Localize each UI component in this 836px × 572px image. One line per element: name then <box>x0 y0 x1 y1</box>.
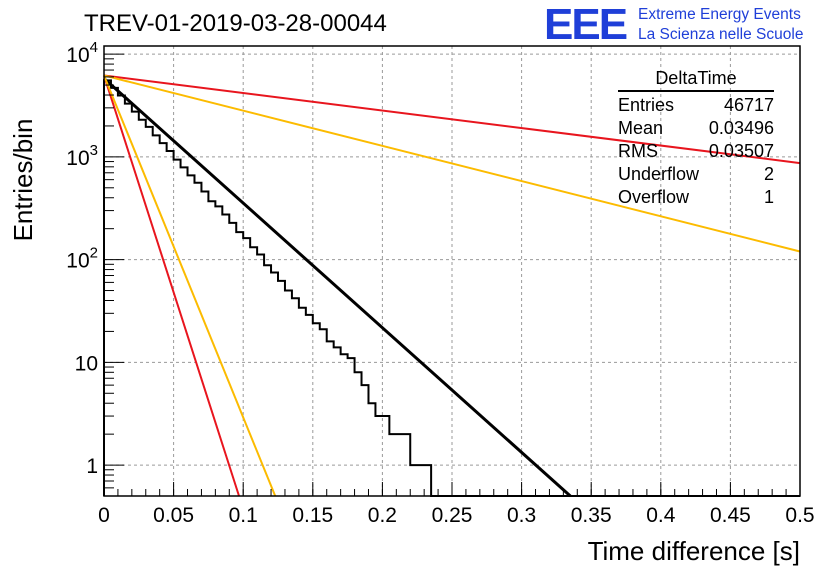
logo-mark: EEE <box>544 0 628 49</box>
y-tick-label: 102 <box>66 245 98 273</box>
stats-value: 1 <box>763 187 774 207</box>
stats-label: Overflow <box>618 187 690 207</box>
logo-line1: Extreme Energy Events <box>638 6 801 23</box>
x-tick-label: 0 <box>98 504 110 527</box>
stats-value: 2 <box>763 164 774 184</box>
x-tick-label: 0.15 <box>292 504 333 527</box>
x-tick-label: 0.35 <box>571 504 612 527</box>
stats-row-rms: RMS 0.03507 <box>612 140 780 163</box>
series-line-0 <box>102 77 572 498</box>
chart-title: TREV-01-2019-03-28-00044 <box>84 10 387 37</box>
x-tick-label: 0.45 <box>710 504 751 527</box>
grid-lines <box>104 46 800 496</box>
stats-label: Mean <box>618 118 664 138</box>
y-tick-label: 104 <box>66 39 98 67</box>
x-tick-labels: 0 0.05 0.1 0.15 0.2 0.25 0.3 0.35 0.4 0.45 0.5 <box>98 504 814 527</box>
x-tick-label: 0.25 <box>432 504 473 527</box>
stats-value: 46717 <box>723 95 774 115</box>
y-tick-labels: 1 10 102 103 104 <box>66 39 98 478</box>
x-tick-label: 0.4 <box>646 504 676 527</box>
stats-value: 0.03496 <box>708 118 774 138</box>
x-tick-label: 0.5 <box>785 504 814 527</box>
y-tick-label: 103 <box>66 142 98 170</box>
stats-label: Underflow <box>618 164 700 184</box>
stats-value: 0.03507 <box>708 141 774 161</box>
axis-ticks <box>103 53 801 497</box>
series-line-1 <box>103 74 801 165</box>
y-axis-title: Entries/bin <box>8 119 38 242</box>
series-line-3 <box>103 75 240 497</box>
series-line-2 <box>103 74 801 253</box>
stats-row-overflow: Overflow 1 <box>612 186 780 209</box>
x-axis-title: Time difference [s] <box>588 536 800 566</box>
stats-row-underflow: Underflow 2 <box>612 163 780 186</box>
x-tick-label: 0.2 <box>368 504 397 527</box>
stats-label: RMS <box>618 141 658 161</box>
x-tick-label: 0.3 <box>507 504 536 527</box>
series-line-4 <box>103 75 277 497</box>
logo-line2: La Scienza nelle Scuole <box>638 26 804 43</box>
fit-lines <box>102 74 801 498</box>
x-tick-label: 0.1 <box>229 504 258 527</box>
y-tick-label: 1 <box>86 455 98 478</box>
y-tick-label: 10 <box>75 352 98 375</box>
stats-row-mean: Mean 0.03496 <box>612 117 780 140</box>
stats-title: DeltaTime <box>618 68 774 92</box>
stats-label: Entries <box>618 95 675 115</box>
eee-logo: EEE Extreme Energy Events La Scienza nel… <box>544 0 834 49</box>
x-tick-label: 0.05 <box>153 504 194 527</box>
stats-row-entries: Entries 46717 <box>612 94 780 117</box>
stats-box: DeltaTime Entries 46717 Mean 0.03496 RMS… <box>612 68 780 209</box>
